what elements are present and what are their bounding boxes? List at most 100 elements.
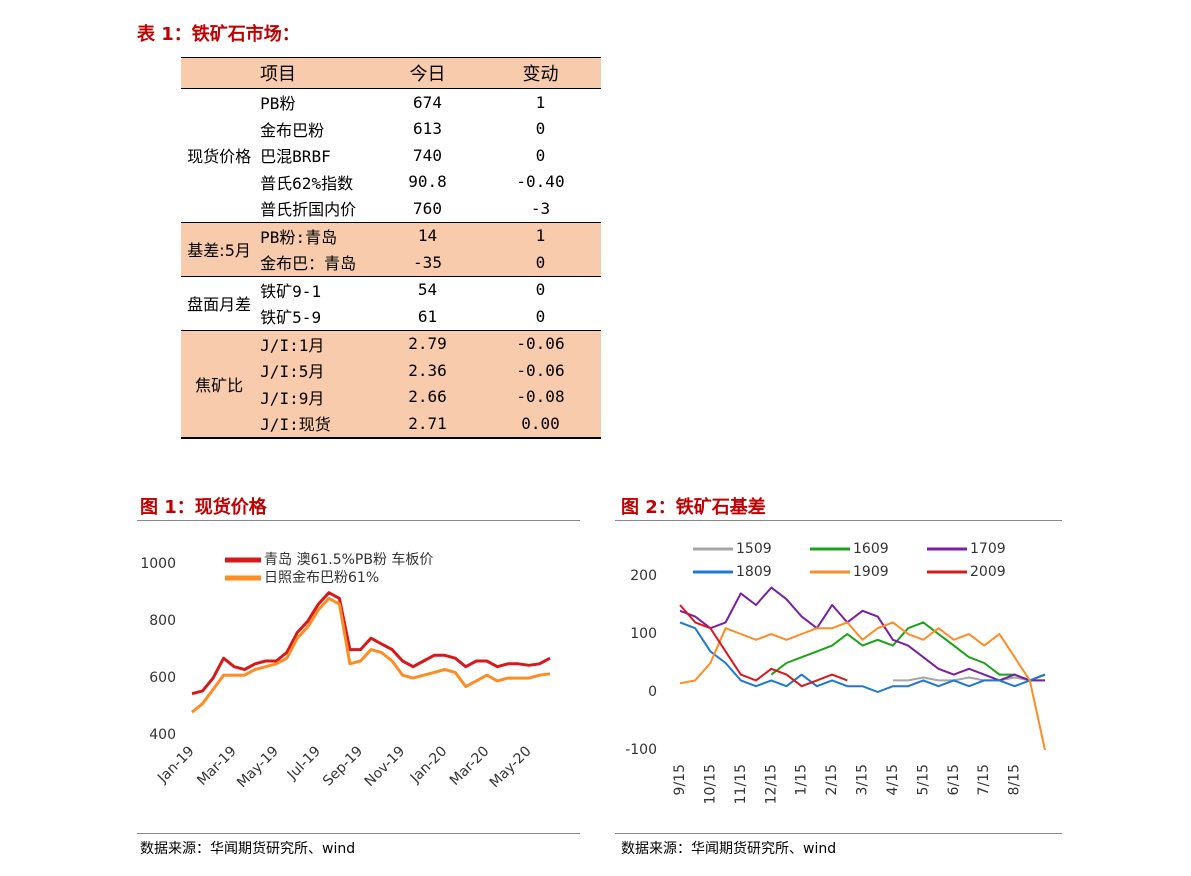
series-line — [770, 621, 1046, 682]
legend-label: 日照金布巴粉61% — [264, 570, 379, 586]
x-tick-label: 9/15 — [672, 764, 688, 795]
item-cell: 金布巴粉 — [260, 120, 325, 140]
table-row: J/I:现货 2.71 0.00 — [181, 410, 601, 438]
table-row: 焦矿比 J/I:1月 2.79 -0.06 — [181, 329, 601, 438]
item-cell: PB粉:青岛 — [257, 221, 375, 249]
x-tick-label: 8/15 — [1007, 764, 1023, 795]
item-cell: J/I:5月 — [257, 357, 375, 384]
x-tick-label: May-20 — [487, 743, 535, 791]
legend-label: 1709 — [970, 541, 1006, 557]
value-cell: 54 — [375, 275, 480, 303]
value-cell: -0.40 — [516, 172, 565, 192]
value-cell: 0.00 — [480, 410, 601, 438]
table-row: 基差:5月 PB粉:青岛 14 1 — [181, 221, 601, 276]
group-cell: 焦矿比 — [181, 329, 258, 438]
y-tick-label: 0 — [648, 684, 657, 700]
value-cell: 90.8 — [408, 172, 447, 192]
value-cell: 613 — [413, 119, 442, 139]
group-cell: 现货价格 — [187, 147, 252, 167]
item-cell: J/I:9月 — [257, 383, 375, 410]
source-rule — [615, 833, 1062, 834]
series-line — [679, 621, 1046, 751]
value-cell: 2.79 — [375, 329, 480, 357]
legend-label: 2009 — [970, 564, 1006, 580]
table-row: J/I:9月 2.66 -0.08 — [181, 383, 601, 410]
group-cell: 盘面月差 — [181, 275, 258, 330]
value-cell: 1 — [480, 221, 601, 249]
chart-title: 图 2：铁矿石基差 — [621, 497, 766, 518]
x-tick-label: 11/15 — [733, 764, 749, 804]
value-cell: -0.08 — [480, 383, 601, 410]
x-tick-label: Mar-20 — [447, 743, 493, 789]
value-cell: -3 — [530, 198, 551, 218]
item-cell: 巴混BRBF — [260, 147, 331, 167]
item-cell: 铁矿5-9 — [260, 308, 322, 328]
y-tick-label: 100 — [630, 626, 657, 642]
item-cell: PB粉 — [260, 94, 296, 114]
value-cell: 0 — [480, 249, 601, 276]
x-tick-label: 5/15 — [915, 764, 931, 795]
legend-label: 1609 — [853, 541, 889, 557]
series-line — [679, 586, 1045, 682]
legend-label: 1809 — [736, 564, 772, 580]
x-tick-label: 4/15 — [885, 764, 901, 795]
x-tick-label: 2/15 — [824, 764, 840, 795]
item-cell: 普氏62%指数 — [260, 173, 354, 193]
x-tick-label: 10/15 — [702, 764, 718, 804]
source-rule — [137, 833, 580, 834]
y-tick-label: 400 — [149, 727, 176, 743]
y-tick-label: 1000 — [140, 556, 176, 572]
x-tick-label: Jan-19 — [154, 743, 197, 786]
value-cell: 674 — [413, 92, 442, 112]
y-tick-label: 600 — [149, 670, 176, 686]
x-tick-label: Jul-19 — [284, 743, 324, 783]
value-cell: 740 — [413, 145, 442, 165]
item-cell: 铁矿9-1 — [257, 275, 375, 303]
x-tick-label: 7/15 — [976, 764, 992, 795]
header-cell: 变动 — [480, 57, 601, 89]
value-cell: 2.66 — [375, 383, 480, 410]
value-cell: -0.06 — [480, 357, 601, 384]
market-table: 项目 今日 变动现货价格 PB粉 674 1 金布巴粉 613 0 巴混BRBF 740 0 普氏62%… — [181, 57, 601, 439]
legend-label: 青岛 澳61.5%PB粉 车板价 — [264, 551, 433, 568]
table-row: J/I:5月 2.36 -0.06 — [181, 357, 601, 384]
value-cell: -0.06 — [480, 329, 601, 357]
item-cell: J/I:现货 — [257, 410, 375, 438]
x-tick-label: Mar-19 — [194, 743, 240, 789]
x-tick-label: 1/15 — [794, 764, 810, 795]
x-tick-label: May-19 — [234, 743, 282, 791]
table-row: 巴混BRBF 740 0 — [181, 142, 601, 169]
series-line — [679, 604, 848, 688]
series-line — [892, 676, 1045, 682]
x-tick-label: 12/15 — [763, 764, 779, 804]
item-cell: 普氏折国内价 — [260, 200, 357, 220]
x-tick-label: 6/15 — [946, 764, 962, 795]
value-cell: 0 — [535, 119, 546, 139]
group-cell: 基差:5月 — [181, 221, 258, 276]
table-row: 盘面月差 铁矿9-1 54 0 — [181, 275, 601, 330]
series-line — [679, 621, 1046, 693]
header-row: 项目 今日 变动 — [181, 57, 601, 89]
title-rule — [615, 520, 1062, 521]
chart-title: 图 1：现货价格 — [140, 497, 267, 518]
header-cell: 项目 — [181, 57, 375, 89]
y-tick-label: -100 — [625, 742, 657, 758]
legend-label: 1909 — [853, 564, 889, 580]
source: 数据来源：华闻期货研究所、wind — [621, 841, 837, 857]
table-row: 铁矿5-9 61 0 — [181, 303, 601, 330]
value-cell: 0 — [535, 145, 546, 165]
series-line — [191, 596, 551, 714]
x-tick-label: Nov-19 — [362, 743, 409, 790]
value-cell: 14 — [375, 221, 480, 249]
item-cell: 金布巴：青岛 — [257, 249, 375, 276]
value-cell: 61 — [417, 306, 438, 326]
title-rule — [137, 520, 580, 521]
item-cell: J/I:1月 — [257, 329, 375, 357]
y-tick-label: 800 — [149, 613, 176, 629]
table-row: 普氏62%指数 90.8 -0.40 — [181, 169, 601, 196]
table-row: 金布巴：青岛 -35 0 — [181, 249, 601, 276]
value-cell: 1 — [535, 92, 546, 112]
table-row: 普氏折国内价 760 -3 — [181, 195, 601, 222]
